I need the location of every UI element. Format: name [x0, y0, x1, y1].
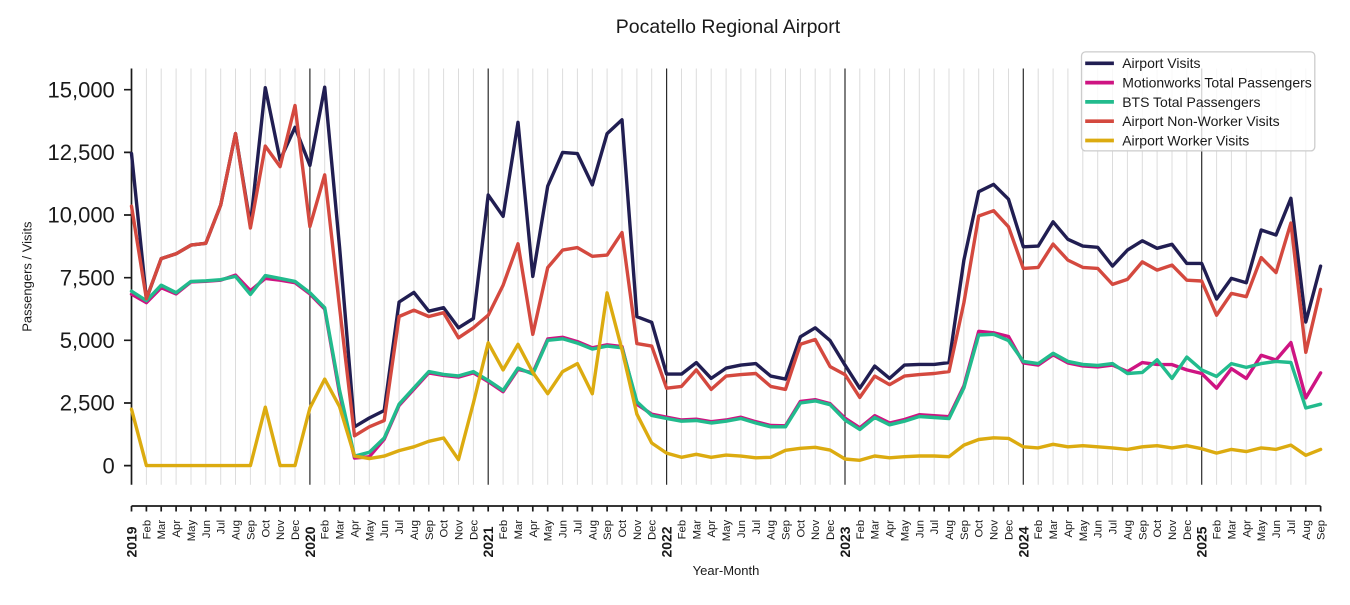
svg-text:Sep: Sep [602, 520, 614, 540]
svg-text:Aug: Aug [231, 520, 243, 540]
svg-text:Jun: Jun [1093, 520, 1105, 538]
svg-text:Sep: Sep [1137, 520, 1149, 540]
svg-text:Sep: Sep [245, 520, 257, 540]
svg-text:Mar: Mar [691, 520, 703, 540]
svg-text:Jun: Jun [914, 520, 926, 538]
svg-text:Dec: Dec [1182, 520, 1194, 540]
svg-text:Mar: Mar [1048, 520, 1060, 540]
svg-text:2023: 2023 [837, 526, 853, 557]
svg-text:May: May [721, 520, 733, 542]
svg-text:2020: 2020 [302, 526, 318, 557]
svg-text:Oct: Oct [617, 519, 629, 537]
svg-text:Feb: Feb [677, 520, 689, 539]
svg-text:Pocatello Regional Airport: Pocatello Regional Airport [616, 16, 841, 38]
svg-text:Jul: Jul [751, 520, 763, 534]
svg-text:Jun: Jun [379, 520, 391, 538]
svg-text:Dec: Dec [468, 520, 480, 540]
svg-text:Jul: Jul [572, 520, 584, 534]
svg-text:Airport Worker Visits: Airport Worker Visits [1122, 132, 1249, 148]
svg-text:May: May [899, 520, 911, 542]
svg-text:May: May [186, 520, 198, 542]
svg-text:Apr: Apr [1063, 520, 1075, 538]
svg-text:Aug: Aug [1122, 520, 1134, 540]
svg-text:Nov: Nov [275, 520, 287, 540]
svg-text:Sep: Sep [959, 520, 971, 540]
svg-text:Mar: Mar [513, 520, 525, 540]
svg-text:Apr: Apr [706, 520, 718, 538]
svg-text:Aug: Aug [766, 520, 778, 540]
svg-text:15,000: 15,000 [48, 77, 115, 102]
svg-text:Jul: Jul [394, 520, 406, 534]
svg-text:Mar: Mar [335, 520, 347, 540]
svg-text:Apr: Apr [528, 520, 540, 538]
svg-text:Dec: Dec [647, 520, 659, 540]
svg-text:Oct: Oct [439, 519, 451, 537]
svg-text:Aug: Aug [409, 520, 421, 540]
svg-text:2019: 2019 [124, 526, 140, 557]
svg-text:Airport Non-Worker Visits: Airport Non-Worker Visits [1122, 113, 1279, 129]
svg-text:7,500: 7,500 [60, 265, 115, 290]
svg-text:Aug: Aug [1301, 520, 1313, 540]
svg-text:Airport Visits: Airport Visits [1122, 55, 1200, 71]
svg-text:2022: 2022 [659, 526, 675, 557]
svg-text:Sep: Sep [1316, 520, 1328, 540]
svg-text:Jun: Jun [558, 520, 570, 538]
svg-text:Dec: Dec [290, 520, 302, 540]
svg-text:10,000: 10,000 [48, 203, 115, 228]
svg-text:Jun: Jun [736, 520, 748, 538]
svg-text:0: 0 [103, 453, 115, 478]
svg-text:Jun: Jun [1271, 520, 1283, 538]
svg-text:Passengers / Visits: Passengers / Visits [20, 221, 35, 332]
svg-text:Feb: Feb [320, 520, 332, 539]
svg-text:Dec: Dec [825, 520, 837, 540]
svg-text:Jul: Jul [1286, 520, 1298, 534]
svg-text:2,500: 2,500 [60, 391, 115, 416]
svg-text:May: May [364, 520, 376, 542]
svg-text:Motionworks Total Passengers: Motionworks Total Passengers [1122, 75, 1312, 91]
svg-text:Feb: Feb [141, 520, 153, 539]
svg-text:Feb: Feb [1033, 520, 1045, 539]
svg-text:Dec: Dec [1004, 520, 1016, 540]
svg-text:Oct: Oct [1152, 519, 1164, 537]
svg-text:2025: 2025 [1194, 526, 1210, 557]
svg-text:Jul: Jul [1108, 520, 1120, 534]
svg-text:12,500: 12,500 [48, 140, 115, 165]
svg-text:Nov: Nov [1167, 520, 1179, 540]
svg-text:5,000: 5,000 [60, 328, 115, 353]
svg-text:Jul: Jul [216, 520, 228, 534]
svg-text:Nov: Nov [989, 520, 1001, 540]
svg-text:Apr: Apr [1241, 520, 1253, 538]
svg-text:Sep: Sep [424, 520, 436, 540]
svg-text:Oct: Oct [974, 519, 986, 537]
svg-text:Jun: Jun [201, 520, 213, 538]
svg-text:May: May [543, 520, 555, 542]
svg-text:BTS Total Passengers: BTS Total Passengers [1122, 94, 1260, 110]
svg-text:2021: 2021 [480, 526, 496, 557]
svg-text:Jul: Jul [929, 520, 941, 534]
svg-text:Nov: Nov [454, 520, 466, 540]
svg-text:Year-Month: Year-Month [693, 563, 760, 578]
svg-text:Sep: Sep [781, 520, 793, 540]
svg-text:Apr: Apr [885, 520, 897, 538]
svg-text:Mar: Mar [870, 520, 882, 540]
svg-text:Feb: Feb [855, 520, 867, 539]
svg-text:Aug: Aug [587, 520, 599, 540]
svg-text:Feb: Feb [498, 520, 510, 539]
svg-text:2024: 2024 [1015, 526, 1031, 557]
svg-text:Oct: Oct [795, 519, 807, 537]
svg-text:May: May [1078, 520, 1090, 542]
svg-text:Apr: Apr [350, 520, 362, 538]
svg-text:May: May [1256, 520, 1268, 542]
svg-text:Apr: Apr [171, 520, 183, 538]
svg-text:Nov: Nov [810, 520, 822, 540]
svg-text:Mar: Mar [156, 520, 168, 540]
svg-text:Feb: Feb [1212, 520, 1224, 539]
svg-text:Mar: Mar [1226, 520, 1238, 540]
svg-text:Aug: Aug [944, 520, 956, 540]
svg-text:Nov: Nov [632, 520, 644, 540]
svg-text:Oct: Oct [260, 519, 272, 537]
